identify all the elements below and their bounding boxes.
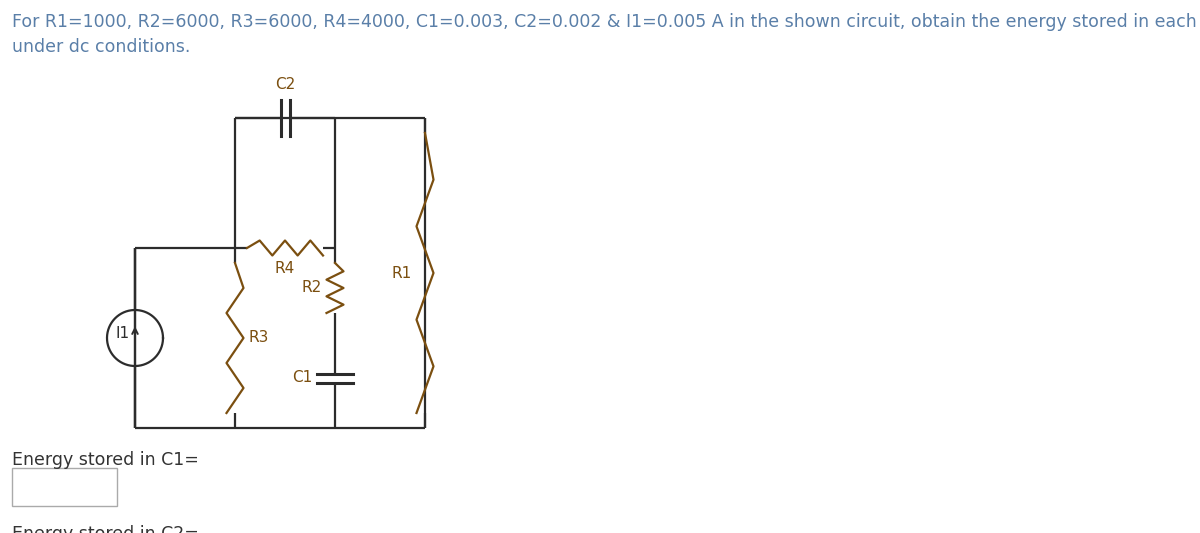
Text: For R1=1000, R2=6000, R3=6000, R4=4000, C1=0.003, C2=0.002 & I1=0.005 A in the s: For R1=1000, R2=6000, R3=6000, R4=4000, … — [12, 13, 1200, 31]
Text: Energy stored in C2=: Energy stored in C2= — [12, 525, 199, 533]
Text: under dc conditions.: under dc conditions. — [12, 38, 191, 56]
Text: C2: C2 — [275, 77, 295, 92]
Text: I1: I1 — [116, 326, 130, 341]
Text: C1: C1 — [292, 370, 312, 385]
Text: R4: R4 — [275, 261, 295, 276]
Text: R1: R1 — [391, 265, 412, 280]
Text: Energy stored in C1=: Energy stored in C1= — [12, 451, 199, 469]
FancyBboxPatch shape — [12, 468, 118, 506]
Text: R3: R3 — [248, 330, 269, 345]
Text: R2: R2 — [301, 280, 322, 295]
